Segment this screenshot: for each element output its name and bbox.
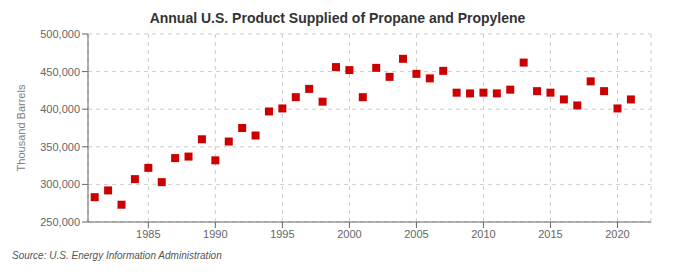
svg-text:2005: 2005	[404, 228, 428, 240]
svg-text:2000: 2000	[337, 228, 361, 240]
svg-text:1985: 1985	[136, 228, 160, 240]
html-text:Source: U.S. Energy Informatio: Source: U.S. Energy Information Administ…	[12, 250, 222, 261]
svg-text:1990: 1990	[203, 228, 227, 240]
svg-text:250,000: 250,000	[40, 216, 80, 228]
svg-text:350,000: 350,000	[40, 141, 80, 153]
svg-text:500,000: 500,000	[40, 28, 80, 40]
svg-text:300,000: 300,000	[40, 178, 80, 190]
svg-text:2010: 2010	[471, 228, 495, 240]
svg-text:Thousand Barrels: Thousand Barrels	[15, 84, 27, 171]
svg-text:2015: 2015	[538, 228, 562, 240]
html-text:Annual U.S. Product Supplied o: Annual U.S. Product Supplied of Propane …	[149, 10, 526, 26]
svg-text:400,000: 400,000	[40, 103, 80, 115]
svg-text:1995: 1995	[270, 228, 294, 240]
svg-text:450,000: 450,000	[40, 66, 80, 78]
svg-text:2020: 2020	[605, 228, 629, 240]
